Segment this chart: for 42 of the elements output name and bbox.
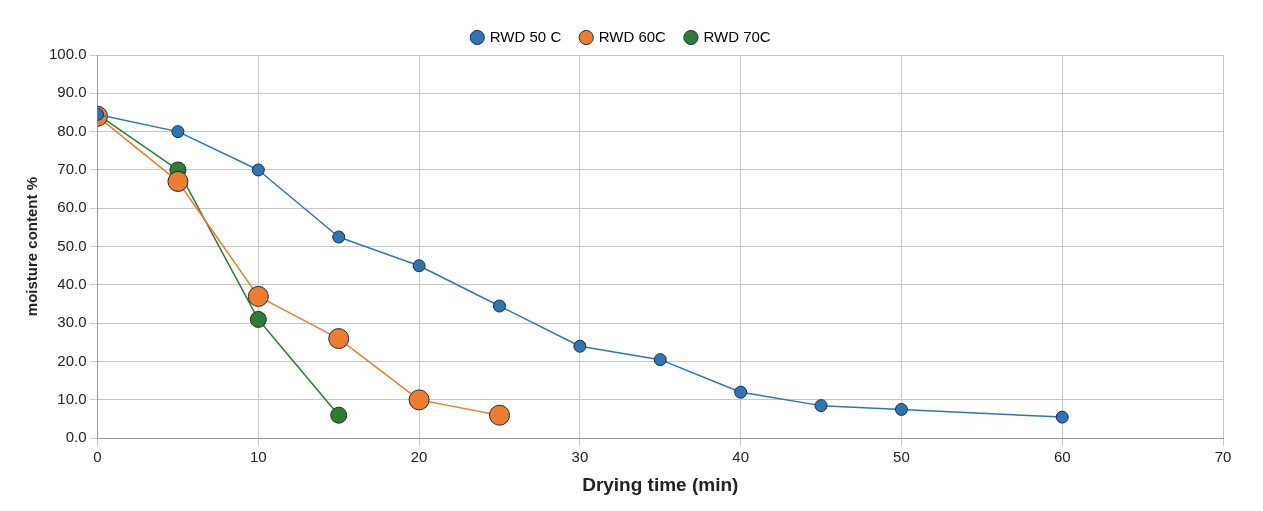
y-tick-label: 50.0: [57, 236, 87, 254]
point: [249, 310, 267, 328]
x-tick-label: 50: [893, 448, 910, 466]
point: [171, 125, 185, 139]
y-tick-label: 60.0: [57, 198, 87, 216]
point: [734, 385, 748, 399]
y-tick-label: 40.0: [57, 275, 87, 293]
y-tick-label: 80.0: [57, 121, 87, 139]
x-tick-label: 70: [1214, 448, 1232, 466]
y-tick-label: 90.0: [57, 83, 87, 101]
x-tick-label: 10: [249, 448, 267, 466]
point: [573, 339, 587, 353]
point: [330, 406, 348, 424]
y-tick-label: 30.0: [57, 313, 87, 331]
point: [408, 389, 430, 411]
point: [412, 259, 426, 273]
point: [332, 230, 346, 244]
point: [894, 402, 908, 416]
legend-label: RWD 60C: [598, 27, 667, 45]
point: [492, 299, 506, 313]
legend-label: RWD 70C: [703, 27, 771, 45]
point: [488, 404, 510, 426]
y-tick-label: 0.0: [65, 428, 87, 446]
point: [653, 353, 667, 367]
y-tick-label: 100.0: [48, 45, 87, 63]
y-axis-title: moisture content %: [23, 177, 41, 317]
legend-label: RWD 50 C: [489, 27, 562, 45]
point: [328, 328, 350, 350]
x-axis-title: Drying time (min): [582, 473, 739, 495]
y-tick-label: 10.0: [57, 390, 87, 408]
x-tick-label: 30: [571, 448, 589, 466]
point: [1055, 410, 1069, 424]
y-tick-label: 70.0: [57, 160, 87, 178]
x-tick-label: 40: [732, 448, 749, 466]
point: [251, 163, 265, 177]
point: [814, 399, 828, 413]
x-tick-label: 60: [1053, 448, 1071, 466]
point: [167, 170, 189, 192]
x-tick-label: 0: [93, 448, 102, 466]
x-tick-label: 20: [410, 448, 428, 466]
point: [247, 285, 269, 307]
y-tick-label: 20.0: [57, 351, 87, 369]
